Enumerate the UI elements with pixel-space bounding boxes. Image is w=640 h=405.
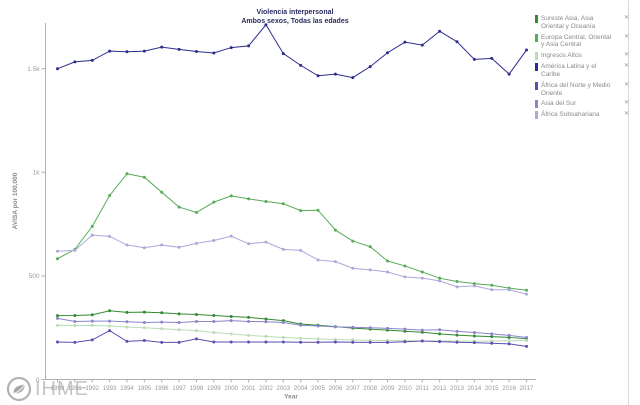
legend-close-icon[interactable]: ✕ <box>623 63 629 70</box>
legend: Sureste Asia, Asia Oriental y Oceanía ✕ Eu… <box>535 15 629 120</box>
legend-item[interactable]: Europa Central, Oriental y Asia Central ✕ <box>535 33 629 50</box>
svg-text:1990: 1990 <box>51 385 65 392</box>
legend-item[interactable]: Ingresos Altos ✕ <box>535 52 629 61</box>
svg-text:2005: 2005 <box>311 385 325 392</box>
legend-item[interactable]: África Subsahariana ✕ <box>535 111 629 120</box>
svg-text:2000: 2000 <box>224 385 238 392</box>
svg-text:2015: 2015 <box>485 385 499 392</box>
svg-text:1999: 1999 <box>207 385 221 392</box>
legend-series-marker <box>535 52 538 61</box>
svg-text:2016: 2016 <box>502 385 516 392</box>
legend-item[interactable]: América Latina y el Caribe ✕ <box>535 63 629 79</box>
svg-text:1991: 1991 <box>68 385 82 392</box>
svg-text:2004: 2004 <box>294 385 308 392</box>
legend-close-icon[interactable]: ✕ <box>623 100 629 107</box>
legend-series-label: Asia del Sur <box>541 100 577 108</box>
svg-text:2001: 2001 <box>242 385 256 392</box>
svg-text:1992: 1992 <box>85 385 99 392</box>
legend-series-marker <box>535 100 538 109</box>
legend-series-label: África Subsahariana <box>541 111 600 119</box>
svg-text:2007: 2007 <box>346 385 360 392</box>
svg-text:2010: 2010 <box>398 385 412 392</box>
legend-series-label: Sureste Asia, Asia Oriental y Oceanía <box>541 15 596 30</box>
svg-text:2002: 2002 <box>259 385 273 392</box>
ihme-logo-text: IHME <box>35 377 89 400</box>
chart-title: Violencia interpersonal <box>256 9 334 16</box>
svg-text:2009: 2009 <box>381 385 395 392</box>
legend-series-marker <box>535 33 538 42</box>
svg-text:Year: Year <box>284 394 298 401</box>
svg-text:1994: 1994 <box>120 385 134 392</box>
svg-text:2006: 2006 <box>329 385 343 392</box>
legend-series-label: Ingresos Altos <box>541 52 582 60</box>
svg-text:2003: 2003 <box>276 385 290 392</box>
legend-series-marker <box>535 63 538 72</box>
svg-text:2008: 2008 <box>363 385 377 392</box>
svg-text:0: 0 <box>36 377 40 384</box>
legend-series-label: América Latina y el Caribe <box>541 63 597 78</box>
svg-text:1997: 1997 <box>172 385 186 392</box>
legend-series-label: África del Norte y Medio Oriente <box>541 81 611 97</box>
legend-close-icon[interactable]: ✕ <box>623 81 629 88</box>
ihme-logo: IHME <box>6 376 89 402</box>
legend-close-icon[interactable]: ✕ <box>623 111 629 118</box>
svg-text:2013: 2013 <box>450 385 464 392</box>
legend-close-icon[interactable]: ✕ <box>623 52 629 59</box>
ihme-leaf-circle-icon <box>6 376 32 402</box>
legend-series-marker <box>535 15 538 23</box>
legend-item[interactable]: Sureste Asia, Asia Oriental y Oceanía ✕ <box>535 15 629 31</box>
svg-text:2011: 2011 <box>416 385 430 392</box>
legend-item[interactable]: Asia del Sur ✕ <box>535 100 629 109</box>
chart-title-block: Violencia interpersonal Ambos sexos, Tod… <box>0 9 590 25</box>
panel-divider <box>628 0 629 405</box>
chart-subtitle: Ambos sexos, Todas las edades <box>241 17 349 25</box>
legend-series-label: Europa Central, Oriental y Asia Central <box>541 33 612 49</box>
svg-text:1k: 1k <box>33 170 41 177</box>
svg-text:1993: 1993 <box>103 385 117 392</box>
svg-text:1996: 1996 <box>155 385 169 392</box>
svg-text:1998: 1998 <box>190 385 204 392</box>
svg-text:500: 500 <box>29 273 40 280</box>
svg-text:2014: 2014 <box>467 385 481 392</box>
legend-series-marker <box>535 111 538 120</box>
svg-text:2012: 2012 <box>433 385 447 392</box>
legend-close-icon[interactable]: ✕ <box>623 33 629 40</box>
svg-text:1995: 1995 <box>137 385 151 392</box>
legend-series-marker <box>535 81 538 90</box>
legend-close-icon[interactable]: ✕ <box>623 15 629 21</box>
svg-text:AVISA por 100,000: AVISA por 100,000 <box>12 172 19 229</box>
svg-text:1.5k: 1.5k <box>27 66 40 73</box>
legend-item[interactable]: África del Norte y Medio Oriente ✕ <box>535 81 629 98</box>
svg-text:2017: 2017 <box>520 385 534 392</box>
